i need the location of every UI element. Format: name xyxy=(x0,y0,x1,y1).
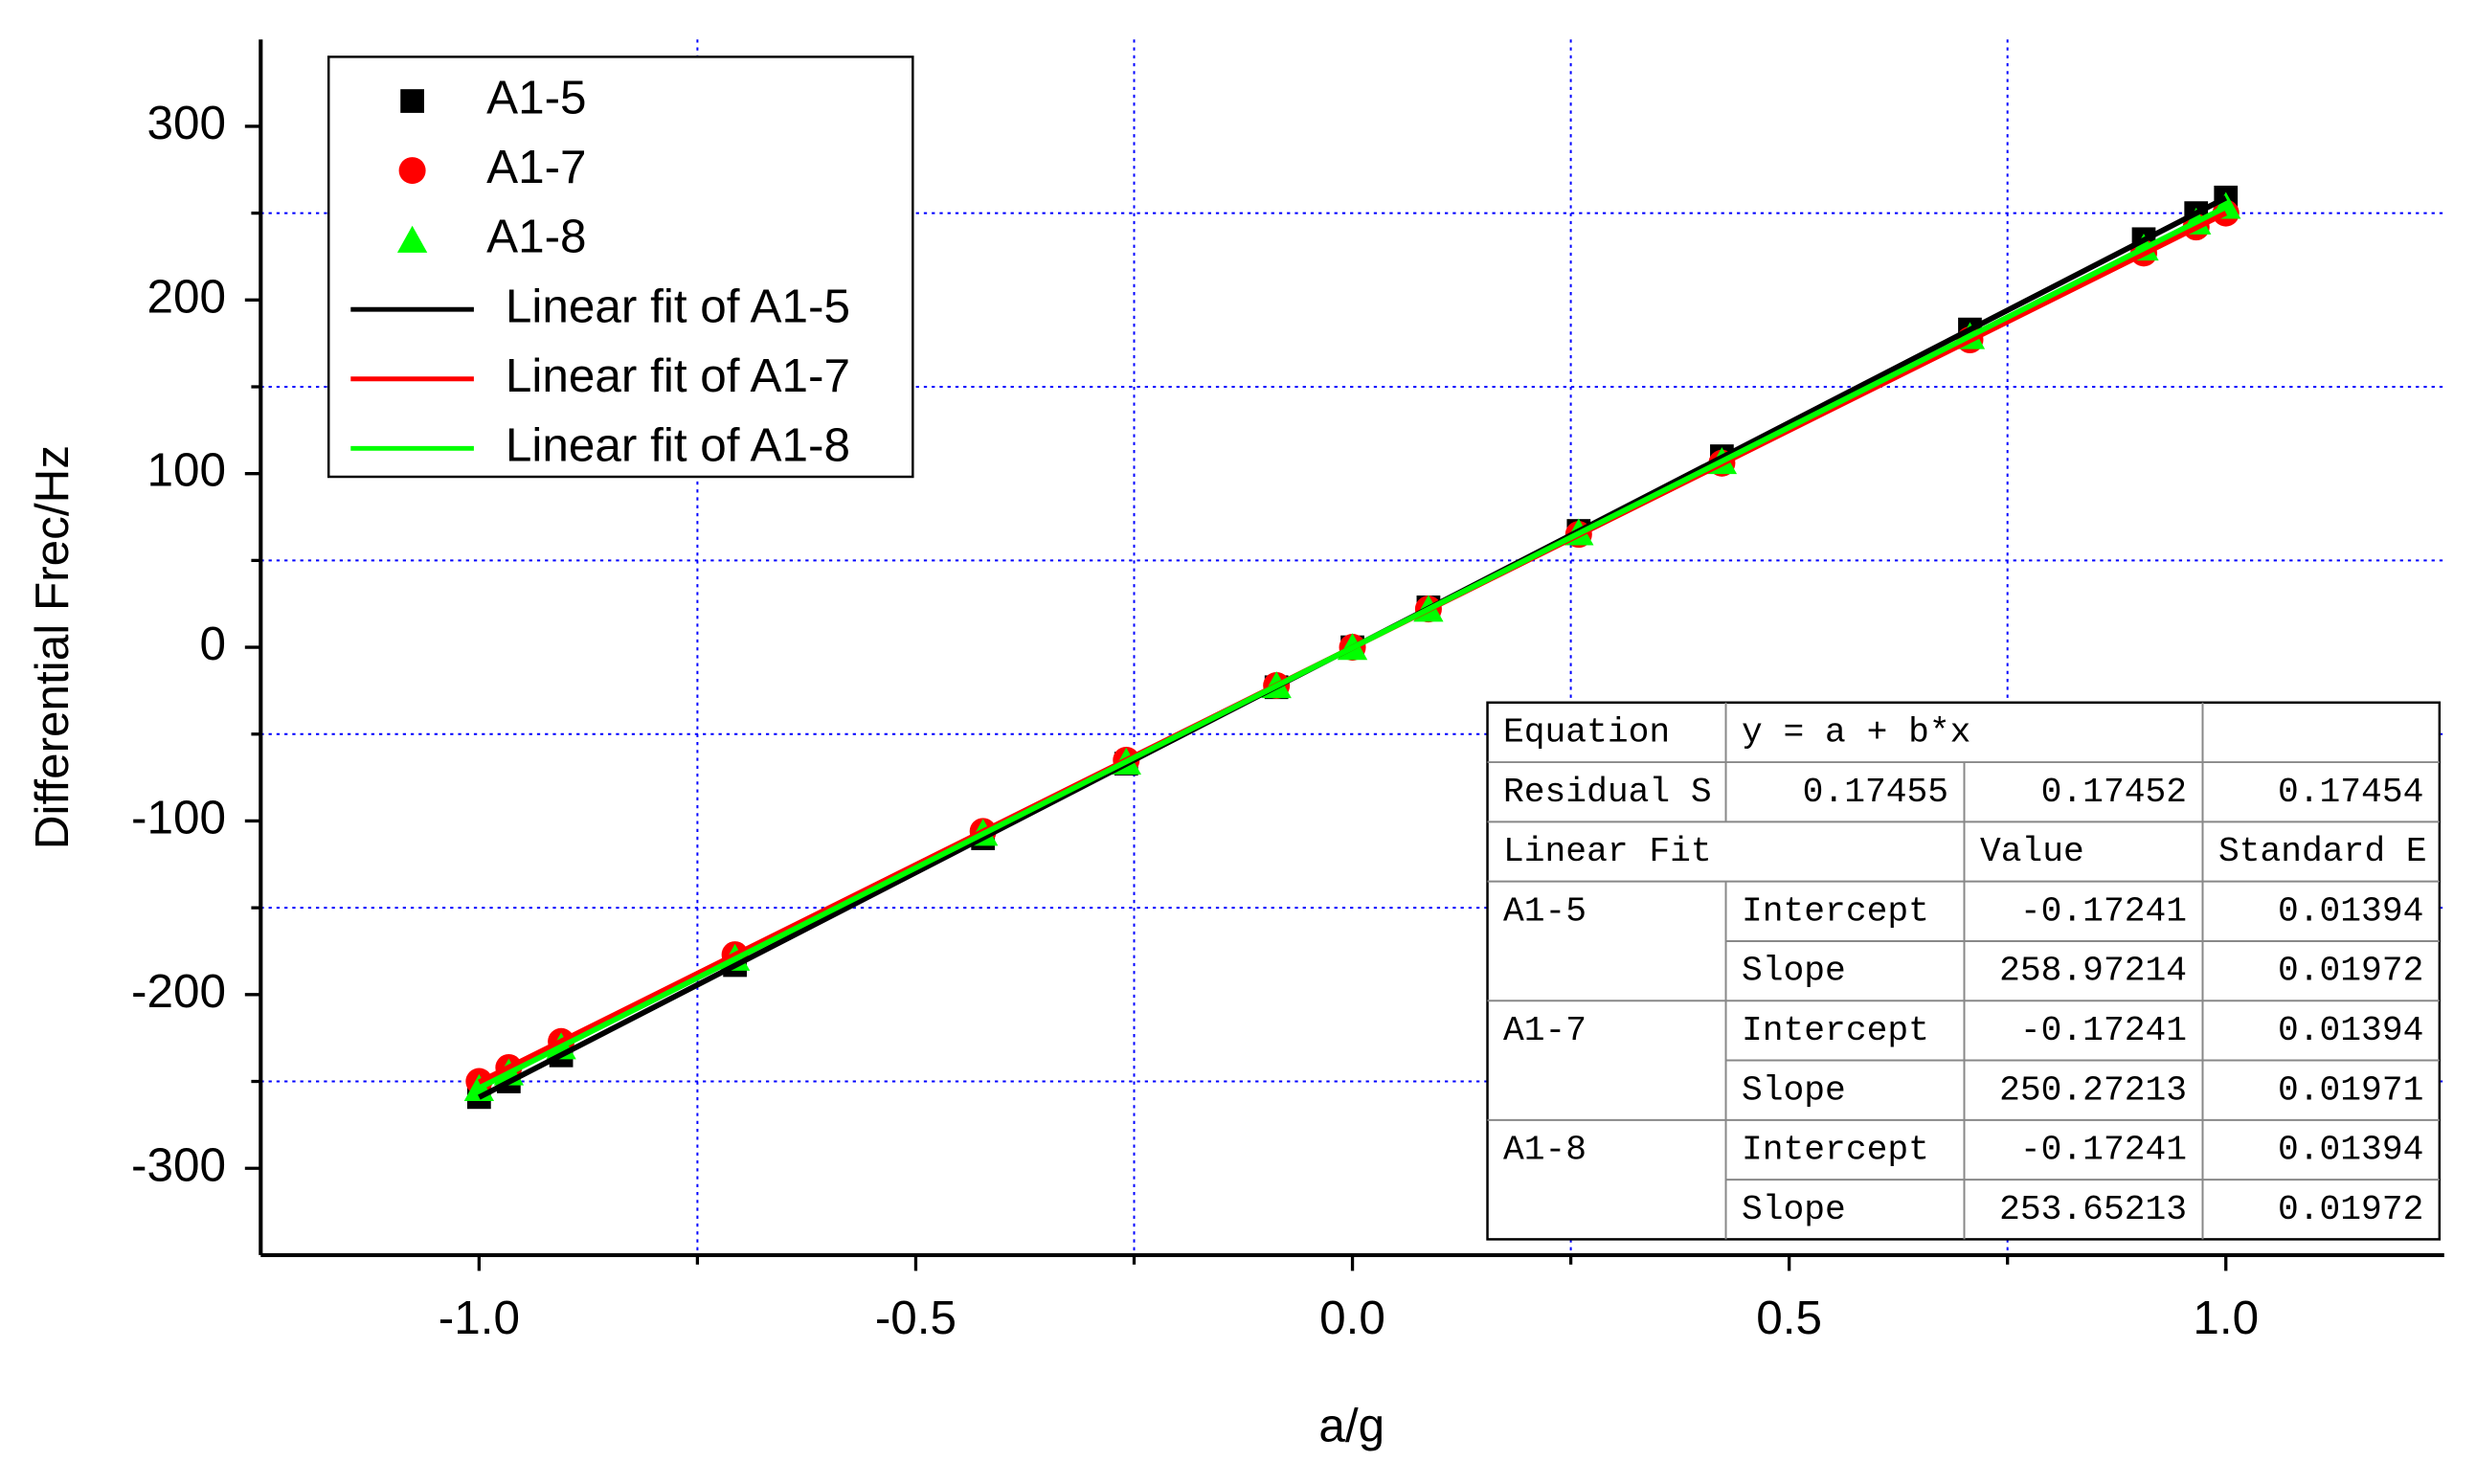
table-cell: Standard E xyxy=(2218,832,2427,871)
y-tick-label: 0 xyxy=(200,618,227,670)
legend-marker xyxy=(396,225,428,253)
table-cell: 0.01394 xyxy=(2278,1131,2423,1170)
table-cell: -0.17241 xyxy=(2020,1131,2187,1170)
table-cell: 0.17455 xyxy=(1803,773,1948,812)
legend-marker xyxy=(398,157,426,185)
table-cell: 253.65213 xyxy=(1999,1190,2187,1229)
legend-marker xyxy=(400,89,424,113)
table-cell: Slope xyxy=(1742,1190,1846,1229)
table-cell: 0.17454 xyxy=(2278,773,2423,812)
legend-label: Linear fit of A1-8 xyxy=(506,418,850,471)
y-tick-label: 100 xyxy=(147,444,227,497)
y-tick-label: -300 xyxy=(131,1138,226,1191)
table-cell: Slope xyxy=(1742,952,1846,991)
legend-label: A1-8 xyxy=(486,211,586,263)
table-cell: Equation xyxy=(1503,713,1670,753)
table-cell: 258.97214 xyxy=(1999,952,2187,991)
table-cell: Intercept xyxy=(1742,891,1929,931)
table-cell: y = a + b*x xyxy=(1742,713,1970,753)
table-cell: Intercept xyxy=(1742,1011,1929,1050)
table-cell: 0.01394 xyxy=(2278,891,2423,931)
table-cell: A1-8 xyxy=(1503,1131,1587,1170)
x-axis-label: a/g xyxy=(1318,1399,1384,1451)
table-cell: 0.01972 xyxy=(2278,1190,2423,1229)
table-cell: A1-5 xyxy=(1503,891,1587,931)
y-tick-label: -100 xyxy=(131,792,226,844)
table-cell: 0.01394 xyxy=(2278,1011,2423,1050)
table-cell: Slope xyxy=(1742,1070,1846,1110)
table-cell: 0.17452 xyxy=(2041,773,2187,812)
fit-line xyxy=(478,204,2228,1091)
table-cell: Value xyxy=(1980,832,2084,871)
x-tick-label: 1.0 xyxy=(2193,1292,2259,1344)
legend-box xyxy=(326,56,914,479)
y-tick-label: 300 xyxy=(147,97,227,149)
table-cell: 0.01972 xyxy=(2278,952,2423,991)
table-cell: -0.17241 xyxy=(2020,1011,2187,1050)
x-tick-label: 0.0 xyxy=(1319,1292,1385,1344)
legend-label: A1-5 xyxy=(486,72,586,124)
x-tick-label: -0.5 xyxy=(875,1292,957,1344)
x-tick-label: 0.5 xyxy=(1756,1292,1822,1344)
table-cell: Intercept xyxy=(1742,1131,1929,1170)
legend-label: Linear fit of A1-7 xyxy=(506,349,850,402)
table-cell: Residual S xyxy=(1503,773,1712,812)
table-cell: 0.01971 xyxy=(2278,1070,2423,1110)
y-axis-label: Differential Frec/Hz xyxy=(26,445,79,849)
y-tick-label: 200 xyxy=(147,270,227,323)
legend-label: A1-7 xyxy=(486,141,586,193)
table-cell: Linear Fit xyxy=(1503,832,1712,871)
legend-label: Linear fit of A1-5 xyxy=(506,280,850,332)
x-tick-label: -1.0 xyxy=(439,1292,520,1344)
y-tick-label: -200 xyxy=(131,965,226,1018)
table-cell: A1-7 xyxy=(1503,1011,1587,1050)
table-cell: 250.27213 xyxy=(1999,1070,2187,1110)
table-cell: -0.17241 xyxy=(2020,891,2187,931)
